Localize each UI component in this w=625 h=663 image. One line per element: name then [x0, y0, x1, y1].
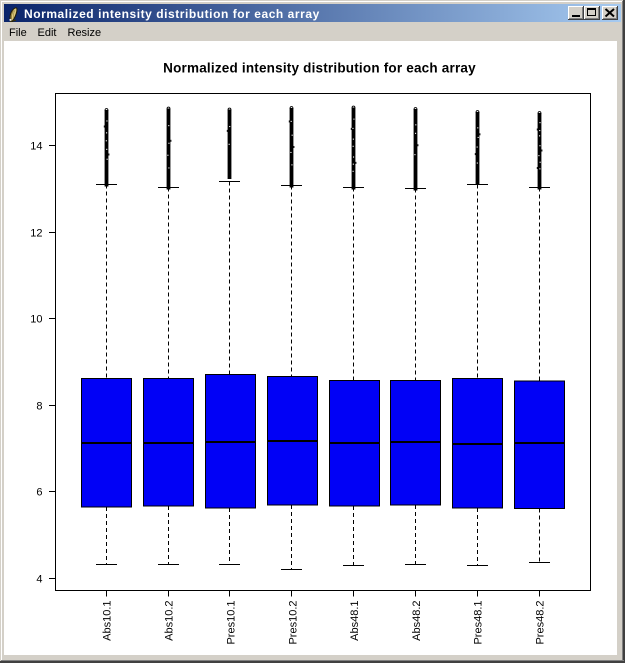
- svg-text:12: 12: [30, 228, 42, 240]
- svg-text:Pres10.1: Pres10.1: [225, 601, 237, 645]
- svg-text:14: 14: [30, 141, 42, 153]
- svg-text:Abs10.1: Abs10.1: [102, 601, 114, 641]
- svg-text:Pres10.2: Pres10.2: [287, 601, 299, 645]
- svg-text:Normalized intensity distribut: Normalized intensity distribution for ea…: [163, 61, 476, 76]
- svg-text:Abs10.2: Abs10.2: [164, 601, 176, 641]
- svg-text:Abs48.2: Abs48.2: [411, 601, 423, 641]
- svg-text:Abs48.1: Abs48.1: [349, 601, 361, 641]
- svg-text:10: 10: [30, 314, 42, 326]
- svg-text:8: 8: [36, 401, 42, 413]
- svg-text:Pres48.1: Pres48.1: [473, 601, 485, 645]
- svg-text:Pres48.2: Pres48.2: [535, 601, 547, 645]
- svg-text:4: 4: [36, 574, 42, 586]
- svg-text:6: 6: [36, 487, 42, 499]
